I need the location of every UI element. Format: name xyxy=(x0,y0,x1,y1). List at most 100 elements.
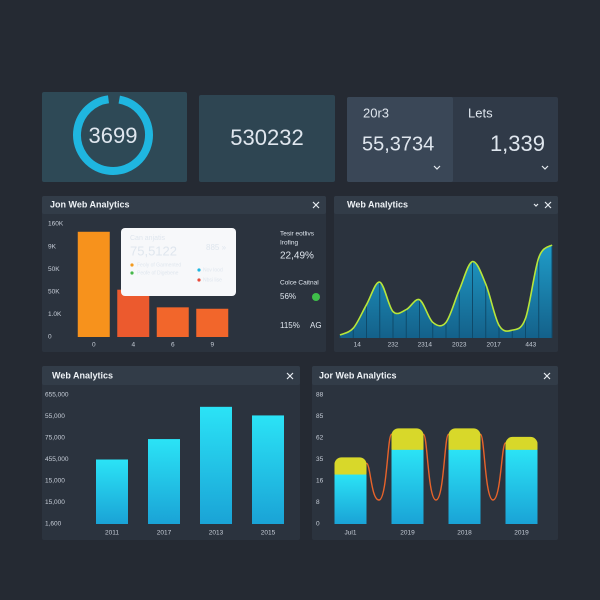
y-tick-label: 1,600 xyxy=(45,521,62,528)
bar xyxy=(252,415,284,524)
charts: 160K 9K 50K 50K 1.0K 0 0 4 6 9 14 232 2314 2023 2017 44… xyxy=(45,221,553,537)
legend-label: Nbsi lise xyxy=(203,277,222,283)
x-tick-label: 2013 xyxy=(209,530,224,537)
bar xyxy=(196,308,229,337)
x-tick-label: 443 xyxy=(525,342,536,349)
y-tick-label: 85 xyxy=(316,413,324,420)
card-label: 20r3 xyxy=(363,105,389,120)
x-tick-label: 4 xyxy=(131,342,135,349)
legend-dot xyxy=(130,271,134,275)
x-tick-label: 2017 xyxy=(157,530,172,537)
bar xyxy=(77,231,110,337)
bar-segment xyxy=(334,474,367,524)
y-tick-label: 16 xyxy=(316,478,324,485)
legend-label: Feoly of Garmented xyxy=(137,262,181,268)
card-value: 3699 xyxy=(89,123,138,148)
legend-label: Peofe of Digebene xyxy=(137,270,179,276)
y-tick-label: 15,000 xyxy=(45,499,65,506)
y-tick-label: 50K xyxy=(48,266,60,273)
y-tick-label: 655,000 xyxy=(45,392,69,399)
line xyxy=(339,244,553,336)
x-tick-label: 2314 xyxy=(418,342,433,349)
x-tick-label: 2017 xyxy=(486,342,501,349)
y-tick-label: 88 xyxy=(316,392,324,399)
x-tick-label: 6 xyxy=(171,342,175,349)
card-value: 55,3734 xyxy=(362,133,434,155)
x-tick-label: 2011 xyxy=(105,530,119,537)
y-tick-label: 62 xyxy=(316,435,324,442)
x-tick-label: 14 xyxy=(354,342,362,349)
y-tick-label: 9K xyxy=(48,243,57,250)
panel-title: Jon Web Analytics xyxy=(50,199,130,209)
legend-dot xyxy=(130,263,134,267)
bar xyxy=(156,307,189,337)
panel-title: Web Analytics xyxy=(347,199,408,209)
card-value: 1,339 xyxy=(490,131,545,156)
card-label: Lets xyxy=(468,105,493,120)
tooltip-badge: 885 » xyxy=(206,243,227,252)
bar-segment xyxy=(391,428,424,456)
status-dot xyxy=(312,293,320,301)
panel-header xyxy=(312,366,558,385)
x-tick-label: 2023 xyxy=(452,342,467,349)
x-tick-label: 0 xyxy=(92,342,96,349)
tooltip-box xyxy=(121,228,236,296)
stat-value: AG xyxy=(310,321,322,330)
legend-dot xyxy=(197,278,201,282)
card-value: 530232 xyxy=(230,125,303,150)
chevron[interactable] xyxy=(541,165,549,170)
bar xyxy=(96,459,128,524)
legend-label: Nov lood xyxy=(203,267,223,273)
bar-segment xyxy=(505,449,538,524)
y-tick-label: 50K xyxy=(48,289,60,296)
trend-curve xyxy=(334,433,538,501)
x-tick-label: 2018 xyxy=(457,530,472,537)
y-tick-label: 1.0K xyxy=(48,311,62,318)
donut-ring xyxy=(73,95,153,175)
y-tick-label: 8 xyxy=(316,499,320,506)
stat-value: 22,49% xyxy=(280,251,314,262)
panel-header xyxy=(42,196,326,214)
chevron[interactable] xyxy=(533,203,539,207)
chevron[interactable] xyxy=(433,165,441,170)
y-tick-label: 0 xyxy=(316,521,320,528)
x-tick-label: 9 xyxy=(210,342,214,349)
bar-segment xyxy=(391,449,424,524)
bar-segment xyxy=(448,449,481,524)
legend-dot xyxy=(197,268,201,272)
y-tick-label: 35 xyxy=(316,456,324,463)
close-icon[interactable] xyxy=(286,372,294,380)
card xyxy=(42,92,187,182)
panel-title: Web Analytics xyxy=(52,370,113,380)
x-tick-label: Jul1 xyxy=(345,530,357,537)
close-icon[interactable] xyxy=(543,372,551,380)
y-tick-label: 160K xyxy=(48,221,64,228)
bar xyxy=(148,439,180,524)
bar xyxy=(200,406,232,524)
close-icon[interactable] xyxy=(544,201,552,209)
stat-label: Colce Caitnal xyxy=(280,280,319,287)
stat-label: Irofing xyxy=(280,240,298,247)
bar xyxy=(117,289,150,337)
y-tick-label: 0 xyxy=(48,334,52,341)
y-tick-label: 75,000 xyxy=(45,435,65,442)
card-section xyxy=(347,97,453,182)
stat-label: Tesir eotlivs xyxy=(280,231,315,238)
close-icon[interactable] xyxy=(312,201,320,209)
x-tick-label: 232 xyxy=(388,342,399,349)
x-tick-label: 2019 xyxy=(514,530,529,537)
y-tick-label: 455,000 xyxy=(45,456,69,463)
tooltip: Can anjatis 75,5122 885 » Feoly of Garme… xyxy=(121,228,236,296)
tooltip-title: Can anjatis xyxy=(130,235,166,242)
y-tick-label: 15,000 xyxy=(45,478,65,485)
card xyxy=(199,95,335,182)
x-tick-label: 2019 xyxy=(400,530,415,537)
tooltip-value: 75,5122 xyxy=(130,243,177,258)
panel-header xyxy=(42,366,300,385)
bar-segment xyxy=(448,428,481,456)
x-tick-label: 2015 xyxy=(261,530,276,537)
y-tick-label: 55,000 xyxy=(45,413,65,420)
stat-value: 115% xyxy=(280,321,300,330)
panel-header xyxy=(334,196,558,214)
